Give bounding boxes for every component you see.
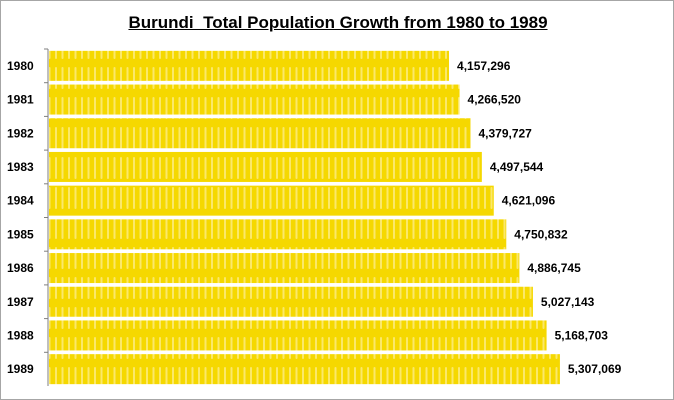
y-tick-label: 1988 — [7, 328, 34, 342]
data-label: 5,168,703 — [555, 328, 609, 342]
bar-1988 — [49, 320, 547, 351]
y-tick-label: 1982 — [7, 126, 34, 140]
data-label: 5,307,069 — [568, 362, 622, 376]
bar-1987 — [49, 286, 533, 317]
y-tick-label: 1987 — [7, 295, 34, 309]
bar-1981 — [49, 84, 460, 115]
y-tick-label: 1983 — [7, 160, 34, 174]
chart-title: Burundi Total Population Growth from 198… — [128, 13, 548, 32]
bar-1984 — [49, 185, 494, 216]
bar-1980 — [49, 50, 450, 81]
data-label: 4,886,745 — [527, 261, 581, 275]
bar-1982 — [49, 118, 471, 149]
bar-1983 — [49, 151, 482, 182]
data-label: 4,621,096 — [502, 194, 556, 208]
data-label: 4,157,296 — [457, 59, 511, 73]
y-tick-label: 1981 — [7, 93, 34, 107]
data-label: 5,027,143 — [541, 295, 595, 309]
y-tick-label: 1985 — [7, 227, 34, 241]
y-tick-label: 1980 — [7, 59, 34, 73]
data-label: 4,497,544 — [490, 160, 544, 174]
data-label: 4,750,832 — [514, 227, 568, 241]
data-label: 4,379,727 — [478, 126, 532, 140]
bar-1989 — [49, 354, 560, 385]
y-tick-label: 1989 — [7, 362, 34, 376]
y-tick-label: 1986 — [7, 261, 34, 275]
data-label: 4,266,520 — [468, 93, 522, 107]
bar-1986 — [49, 253, 520, 284]
y-tick-label: 1984 — [7, 194, 34, 208]
bar-1985 — [49, 219, 507, 250]
